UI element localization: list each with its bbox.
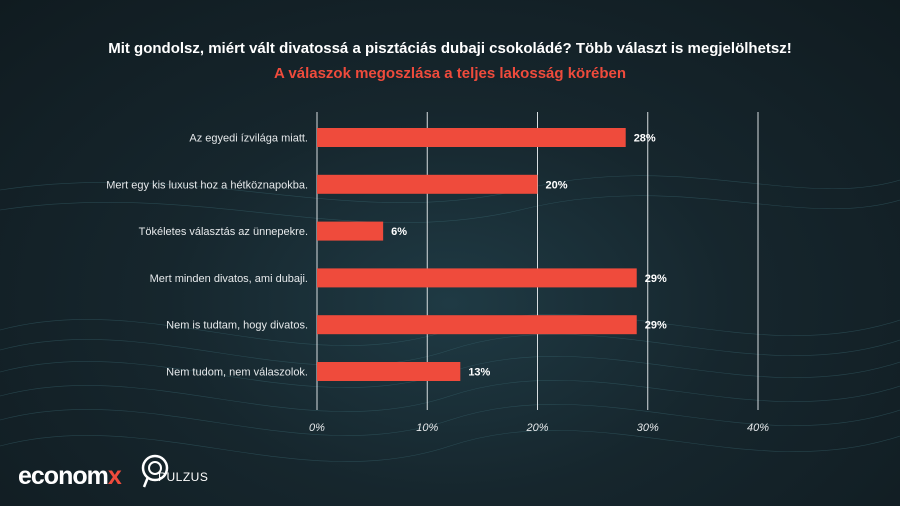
bar bbox=[317, 362, 461, 381]
category-label: Az egyedi ízvilága miatt. bbox=[189, 133, 308, 145]
category-label: Mert egy kis luxust hoz a hétköznapokba. bbox=[106, 179, 308, 191]
pulzus-logo-text: PULZUS bbox=[158, 470, 209, 484]
x-tick-label: 20% bbox=[525, 422, 548, 434]
x-tick-label: 40% bbox=[747, 422, 769, 434]
data-label: 6% bbox=[391, 226, 407, 238]
economx-logo-main: econom bbox=[18, 462, 109, 490]
data-label: 29% bbox=[645, 320, 667, 332]
category-label: Tökéletes választás az ünnepekre. bbox=[139, 226, 308, 238]
bar bbox=[317, 174, 538, 194]
data-label: 28% bbox=[634, 133, 656, 145]
bar bbox=[317, 128, 626, 147]
economx-logo: economx bbox=[18, 462, 122, 491]
data-label: 13% bbox=[468, 367, 490, 379]
category-label: Nem is tudtam, hogy divatos. bbox=[166, 320, 308, 332]
data-label: 29% bbox=[645, 273, 667, 285]
bar bbox=[317, 315, 637, 335]
chart-title: Mit gondolsz, miért vált divatossá a pis… bbox=[108, 40, 792, 57]
economx-logo-accent: x bbox=[107, 462, 122, 490]
category-label: Nem tudom, nem válaszolok. bbox=[166, 367, 308, 379]
bar bbox=[317, 221, 384, 241]
chart-subtitle: A válaszok megoszlása a teljes lakosság … bbox=[273, 65, 627, 82]
x-tick-label: 30% bbox=[637, 422, 659, 434]
pulzus-logo-icon bbox=[141, 454, 169, 488]
x-tick-label: 0% bbox=[309, 422, 325, 434]
data-label: 20% bbox=[546, 179, 568, 191]
x-tick-label: 10% bbox=[416, 422, 438, 434]
category-label: Mert minden divatos, ami dubaji. bbox=[150, 273, 308, 285]
bar bbox=[317, 268, 637, 288]
